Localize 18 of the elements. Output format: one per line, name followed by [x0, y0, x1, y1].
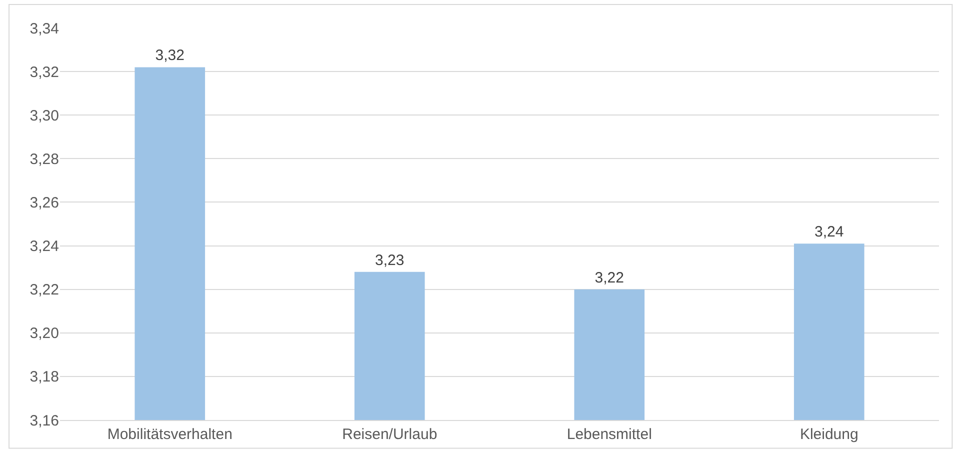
y-tick-label: 3,32 — [30, 64, 59, 81]
y-tick-label: 3,30 — [30, 107, 59, 124]
y-tick-label: 3,22 — [30, 282, 59, 299]
data-label: 3,23 — [375, 252, 404, 269]
y-tick-label: 3,16 — [30, 412, 59, 430]
x-tick-label: Mobilitätsverhalten — [107, 426, 232, 443]
data-label: 3,24 — [814, 224, 844, 241]
y-tick-label: 3,34 — [30, 20, 59, 38]
y-tick-label: 3,20 — [30, 325, 59, 342]
x-tick-label: Kleidung — [800, 426, 858, 443]
x-tick-label: Lebensmittel — [566, 426, 652, 443]
y-tick-label: 3,28 — [30, 150, 59, 168]
y-tick-label: 3,18 — [30, 368, 59, 386]
data-label: 3,32 — [155, 47, 184, 64]
data-label: 3,22 — [594, 269, 624, 286]
x-tick-label: Reisen/Urlaub — [342, 426, 438, 443]
y-tick-label: 3,24 — [30, 238, 59, 256]
y-tick-label: 3,26 — [30, 194, 59, 212]
